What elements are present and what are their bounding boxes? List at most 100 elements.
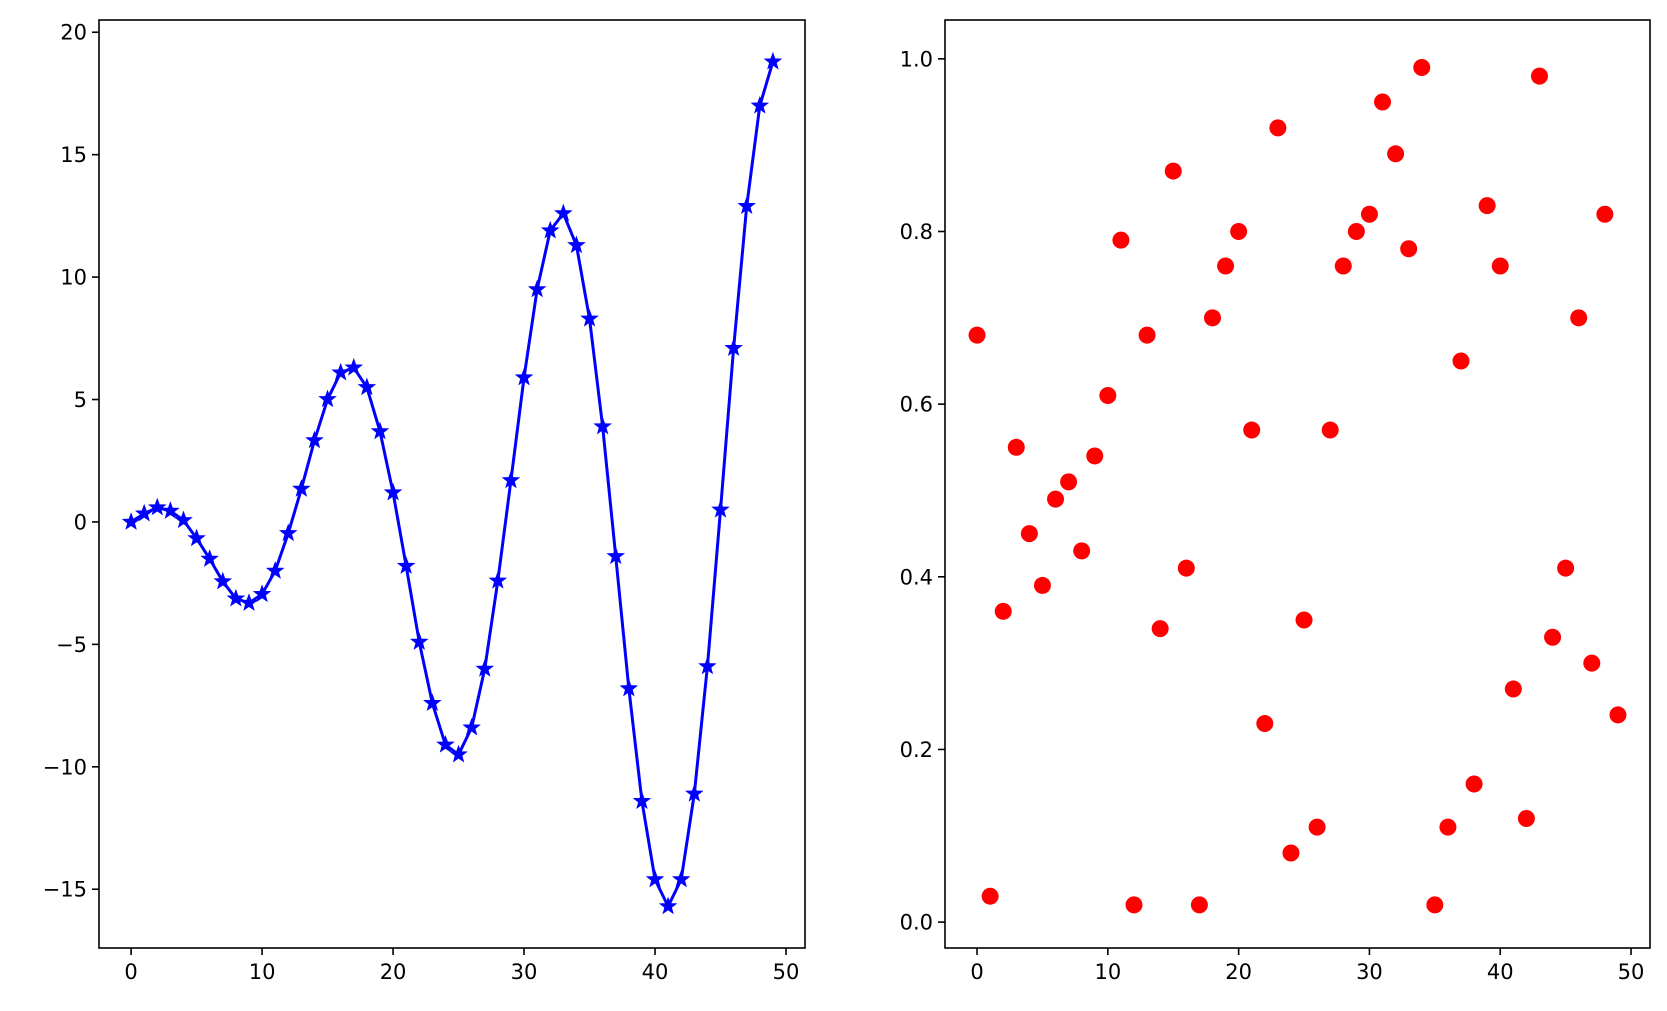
data-point-star <box>383 482 403 501</box>
data-point-star <box>737 196 756 214</box>
y-tick-label: 15 <box>60 143 87 167</box>
data-point-star <box>265 561 285 579</box>
data-point <box>1544 628 1562 646</box>
x-tick-label: 20 <box>380 960 407 984</box>
plot-area <box>121 51 783 915</box>
data-point-star <box>331 362 350 381</box>
y-tick-label: 0 <box>74 510 87 534</box>
data-point <box>1321 421 1339 439</box>
x-tick-label: 10 <box>249 960 276 984</box>
y-tick-label: −5 <box>56 633 87 657</box>
data-point-star <box>134 503 154 522</box>
x-tick-label: 40 <box>1487 960 1514 984</box>
data-point <box>1138 326 1156 344</box>
data-point <box>1073 542 1091 560</box>
data-point-star <box>488 570 508 589</box>
data-point <box>1583 654 1601 672</box>
data-point-star <box>187 528 206 547</box>
data-point-star <box>409 632 429 650</box>
data-point-star <box>174 510 193 529</box>
data-point <box>1230 223 1248 240</box>
data-point <box>1517 810 1535 828</box>
data-point-star <box>449 744 468 763</box>
data-point <box>1203 309 1221 327</box>
data-point <box>968 326 986 344</box>
data-point <box>1125 896 1143 914</box>
data-point-star <box>318 389 337 408</box>
data-point-star <box>685 783 704 802</box>
x-tick-label: 0 <box>970 960 983 984</box>
data-point-star <box>252 584 272 603</box>
data-point <box>1033 576 1051 594</box>
data-point <box>1387 145 1405 163</box>
data-point-star <box>121 512 141 530</box>
data-point-star <box>423 693 442 712</box>
data-point <box>1452 352 1470 370</box>
data-point <box>1491 257 1509 275</box>
y-tick-label: 0.6 <box>900 393 933 417</box>
data-point-star <box>750 95 770 114</box>
data-point-star <box>632 791 652 809</box>
scatter-chart-panel: 0 10 20 30 40 50 0.0 0.2 0.4 0.6 0.8 1.0 <box>900 19 1651 984</box>
data-point-star <box>200 549 219 567</box>
data-point <box>1256 715 1274 733</box>
data-point-star <box>148 497 167 516</box>
data-point <box>1047 490 1065 508</box>
data-point-star <box>540 220 560 239</box>
data-point <box>1282 844 1300 862</box>
data-point-star <box>213 571 233 590</box>
data-point-star <box>514 367 534 386</box>
y-tick-label: −10 <box>43 755 87 779</box>
data-point-star <box>436 735 455 753</box>
data-point-star <box>619 678 639 697</box>
y-axis: 0.0 0.2 0.4 0.6 0.8 1.0 <box>900 47 945 935</box>
data-point-star <box>580 308 599 327</box>
data-point-star <box>724 338 743 357</box>
axes-frame <box>944 19 1651 949</box>
data-point <box>1308 818 1326 836</box>
data-point <box>1609 706 1627 724</box>
x-tick-label: 20 <box>1225 960 1252 984</box>
y-tick-label: 5 <box>74 388 87 412</box>
x-tick-label: 30 <box>511 960 538 984</box>
x-tick-label: 50 <box>773 960 800 984</box>
data-point <box>1269 119 1287 137</box>
data-point-star <box>292 479 311 497</box>
data-point <box>1243 421 1261 439</box>
data-point <box>994 602 1012 620</box>
data-point <box>1295 611 1313 629</box>
data-point-star <box>711 499 730 518</box>
data-point <box>1426 896 1444 914</box>
data-point-star <box>226 588 246 607</box>
data-point <box>1099 387 1117 405</box>
data-point-star <box>554 203 573 222</box>
data-point-star <box>305 430 324 449</box>
y-tick-label: 0.4 <box>900 565 933 589</box>
x-axis: 0 10 20 30 40 50 <box>970 948 1644 984</box>
series-0 <box>121 51 783 915</box>
data-point <box>981 887 999 905</box>
data-point-star <box>462 717 481 736</box>
data-point <box>1164 162 1182 180</box>
data-point-star <box>239 593 259 611</box>
y-tick-label: 1.0 <box>900 47 933 71</box>
data-point-star <box>475 659 495 677</box>
x-tick-label: 30 <box>1356 960 1383 984</box>
data-point <box>1217 257 1235 275</box>
y-tick-label: 0.0 <box>900 911 933 935</box>
data-point-star <box>357 377 377 396</box>
data-point <box>1020 525 1038 543</box>
series-line <box>130 61 775 908</box>
data-point <box>1190 896 1208 914</box>
data-point <box>1465 775 1483 793</box>
data-point <box>1596 205 1614 223</box>
data-point-star <box>396 556 416 574</box>
data-point <box>1007 438 1025 456</box>
data-point <box>1478 197 1496 215</box>
axes-frame <box>98 19 806 949</box>
data-point <box>1570 309 1588 327</box>
x-tick-label: 0 <box>124 960 137 984</box>
data-point-star <box>527 279 547 298</box>
x-tick-label: 10 <box>1094 960 1121 984</box>
